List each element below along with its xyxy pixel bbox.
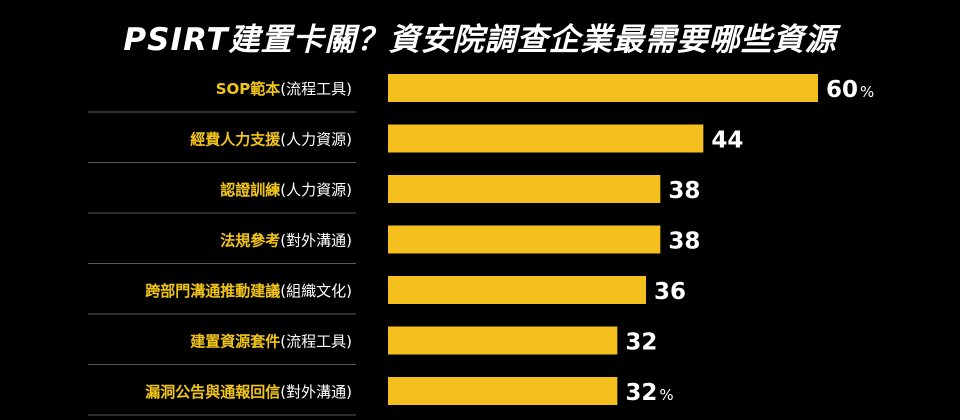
category-label: 經費人力支援(人力資源) <box>190 131 352 149</box>
category-label-main: 認證訓練 <box>220 181 280 199</box>
value-label-number: 38 <box>668 229 700 255</box>
category-label-group: (人力資源) <box>280 131 352 149</box>
value-label: 38 <box>668 178 700 204</box>
category-labels: SOP範本(流程工具)經費人力支援(人力資源)認證訓練(人力資源)法規參考(對外… <box>145 80 352 401</box>
category-label-main: SOP範本 <box>216 80 281 98</box>
category-label-main: 法規參考 <box>220 232 280 250</box>
value-label-number: 36 <box>654 279 686 305</box>
bars <box>388 74 818 405</box>
category-label-group: (人力資源) <box>280 181 352 199</box>
category-label-group: (流程工具) <box>280 333 352 351</box>
bar <box>388 377 618 405</box>
chart-title: PSIRT建置卡關？資安院調查企業最需要哪些資源 <box>123 22 837 58</box>
value-label: 32 <box>625 330 657 356</box>
value-label-number: 32 <box>625 380 657 406</box>
category-label: 漏洞公告與通報回信(對外溝通) <box>145 383 352 401</box>
category-label-main: 漏洞公告與通報回信 <box>145 383 280 401</box>
value-label-number: 44 <box>711 128 743 154</box>
value-label: 38 <box>668 229 700 255</box>
bar <box>388 175 661 203</box>
category-label-group: (流程工具) <box>280 80 352 98</box>
category-label-group: (對外溝通) <box>280 232 352 250</box>
category-label: 建置資源套件(流程工具) <box>190 333 352 351</box>
bar <box>388 74 818 102</box>
bar <box>388 124 704 153</box>
category-label-main: 經費人力支援 <box>190 131 281 149</box>
value-label-number: 32 <box>625 330 657 356</box>
value-label-unit: % <box>659 386 673 404</box>
category-label: 法規參考(對外溝通) <box>220 232 352 250</box>
category-label: SOP範本(流程工具) <box>216 80 352 98</box>
bar <box>388 326 618 355</box>
bar <box>388 225 661 254</box>
value-label-unit: % <box>860 83 874 101</box>
value-label: 32% <box>625 380 673 406</box>
category-label-main: 跨部門溝通推動建議 <box>145 282 280 300</box>
value-label-number: 60 <box>826 77 858 103</box>
value-label: 36 <box>654 279 686 305</box>
category-label-group: (對外溝通) <box>280 383 352 401</box>
row-dividers <box>88 111 356 416</box>
value-label: 60% <box>826 77 874 103</box>
category-label-group: (組織文化) <box>280 282 352 300</box>
category-label: 跨部門溝通推動建議(組織文化) <box>145 282 352 300</box>
bar <box>388 276 646 304</box>
category-label: 認證訓練(人力資源) <box>220 181 352 199</box>
category-label-main: 建置資源套件 <box>190 333 280 351</box>
value-label-number: 38 <box>668 178 700 204</box>
value-label: 44 <box>711 128 743 154</box>
